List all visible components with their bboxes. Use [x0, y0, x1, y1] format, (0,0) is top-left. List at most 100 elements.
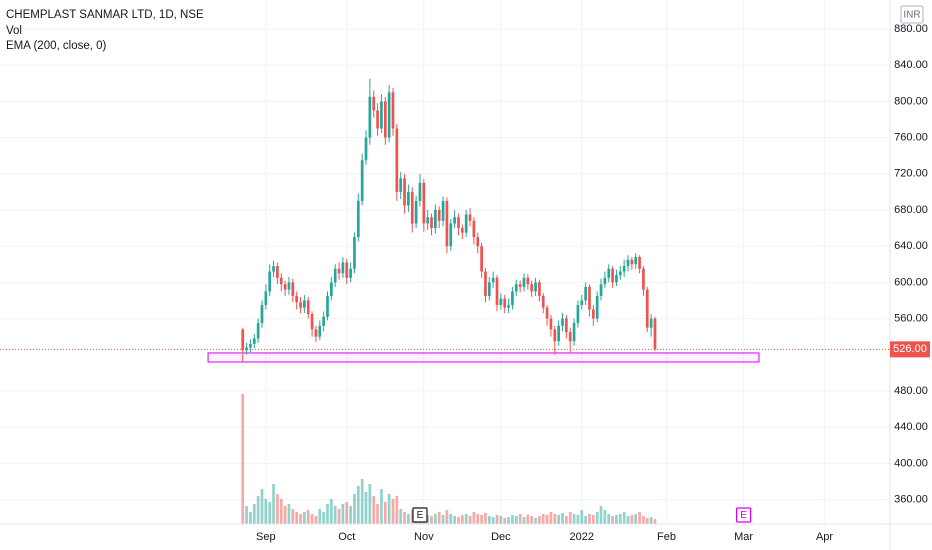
volume-bar	[364, 492, 368, 524]
candle-body	[391, 92, 395, 129]
candle-body	[480, 246, 483, 272]
candle-body	[383, 101, 387, 138]
candle-body	[376, 110, 379, 129]
candle-body	[295, 295, 299, 303]
volume-bar	[615, 515, 618, 524]
volume-bar	[591, 515, 595, 524]
volume-bar	[603, 510, 607, 524]
candle-body	[322, 316, 325, 326]
candle-body	[360, 160, 364, 201]
volume-bar	[565, 516, 568, 524]
candle-body	[364, 137, 368, 161]
candle-body	[568, 332, 572, 342]
candle-body	[499, 298, 503, 305]
volume-bar	[595, 512, 599, 524]
candle-body	[368, 96, 372, 138]
indicator-label: EMA (200, close, 0)	[6, 40, 107, 52]
volume-bar	[642, 516, 645, 524]
candle-body	[310, 314, 314, 330]
candle-body	[437, 209, 441, 221]
volume-bar	[368, 484, 372, 524]
y-tick-label: 440.00	[894, 421, 928, 433]
volume-bar	[245, 506, 248, 524]
candle-body	[464, 214, 468, 233]
volume-bar	[464, 514, 468, 524]
volume-bar	[607, 514, 611, 524]
volume-bar	[395, 496, 399, 524]
volume-bar	[341, 504, 345, 524]
volume-bar	[322, 512, 325, 524]
candle-body	[329, 282, 333, 296]
currency-box[interactable]	[900, 5, 924, 24]
volume-bar	[387, 494, 391, 524]
candle-body	[407, 191, 410, 206]
currency[interactable]: INR	[903, 10, 920, 21]
candle-body	[287, 282, 291, 290]
candle-body	[622, 266, 626, 272]
volume-bar	[391, 499, 395, 524]
volume-bar	[514, 516, 518, 524]
earnings-label: E	[740, 510, 747, 521]
candle-body	[380, 101, 383, 129]
earnings-marker	[412, 507, 428, 523]
candle-body	[291, 282, 295, 296]
y-tick-label: 880.00	[894, 23, 928, 35]
volume-bar	[399, 509, 403, 524]
volume-bar	[549, 512, 553, 524]
candle-body	[487, 282, 491, 296]
y-tick-label: 840.00	[894, 59, 928, 71]
volume-bar	[460, 515, 464, 524]
volume-bar	[487, 516, 491, 524]
candle-body	[468, 214, 472, 221]
candle-body	[611, 268, 614, 283]
volume-bar	[407, 514, 410, 524]
volume-bar	[279, 499, 283, 524]
x-tick-label: Feb	[657, 531, 676, 543]
volume-bar	[626, 516, 630, 524]
volume-bar	[329, 499, 333, 524]
volume-bar	[499, 516, 503, 524]
candle-body	[599, 284, 603, 296]
candle-body	[422, 182, 426, 224]
volume-bar	[299, 514, 302, 524]
candle-body	[507, 304, 510, 308]
volume-bar	[476, 514, 480, 524]
candle-body	[387, 92, 391, 138]
volume-bar	[264, 499, 268, 524]
indicator-label: Vol	[6, 25, 22, 37]
candle-body	[252, 338, 256, 344]
x-tick-label: Sep	[256, 531, 276, 543]
volume-bar	[634, 514, 638, 524]
candle-body	[414, 200, 418, 224]
volume-bar	[252, 504, 256, 524]
candle-body	[591, 309, 595, 319]
candle-body	[642, 268, 645, 290]
candle-body	[545, 307, 549, 319]
candle-body	[303, 300, 306, 308]
candle-body	[653, 318, 657, 350]
volume-bar	[630, 515, 634, 524]
volume-bar	[538, 516, 541, 524]
candle-body	[649, 318, 653, 328]
volume-bar	[541, 514, 545, 524]
volume-bar	[580, 510, 584, 524]
candle-body	[538, 282, 541, 296]
candle-body	[522, 277, 526, 287]
candle-body	[630, 259, 634, 265]
volume-bar	[356, 486, 360, 524]
volume-bar	[495, 515, 499, 524]
candle-body	[638, 257, 641, 269]
candle-body	[626, 259, 630, 267]
candle-body	[476, 237, 480, 247]
candle-body	[326, 295, 329, 317]
candle-body	[580, 300, 584, 305]
candle-body	[530, 284, 534, 292]
volume-bar	[522, 517, 526, 524]
volume-bar	[306, 510, 310, 524]
volume-bar	[457, 517, 460, 524]
y-tick-label: 720.00	[894, 168, 928, 180]
candle-body	[341, 262, 345, 274]
grid	[0, 0, 890, 524]
